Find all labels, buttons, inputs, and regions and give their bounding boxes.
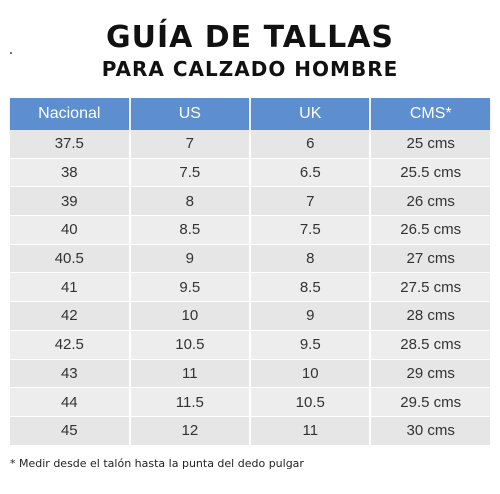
cell-cms: 26 cms [371, 187, 490, 217]
footnote: * Medir desde el talón hasta la punta de… [10, 457, 304, 470]
page-title: GUÍA DE TALLAS [105, 20, 395, 55]
table-row: 37.5 7 6 25 cms [10, 130, 490, 159]
table-row: 39 8 7 26 cms [10, 187, 490, 217]
cell-cms: 28 cms [371, 302, 490, 331]
cell-cms: 30 cms [371, 416, 490, 446]
cell-us: 12 [130, 416, 250, 446]
cell-cms: 29.5 cms [371, 388, 490, 417]
stray-dot [10, 52, 12, 54]
cell-us: 10.5 [130, 330, 250, 360]
cell-uk: 9.5 [251, 330, 370, 360]
cell-uk: 7 [251, 187, 370, 217]
cell-cms: 27 cms [371, 244, 490, 274]
column-header-cms: CMS* [371, 98, 490, 130]
table-row: 40 8.5 7.5 26.5 cms [10, 216, 490, 245]
table-row: 42.5 10.5 9.5 28.5 cms [10, 330, 490, 360]
table-row: 44 11.5 10.5 29.5 cms [10, 388, 490, 417]
cell-uk: 9 [251, 302, 370, 331]
column-header-uk: UK [251, 98, 370, 130]
page-subtitle: PARA CALZADO HOMBRE [101, 57, 399, 81]
cell-nacional: 42 [10, 302, 129, 331]
table-row: 45 12 11 30 cms [10, 416, 490, 446]
cell-uk: 8 [251, 244, 370, 274]
table-row: 40.5 9 8 27 cms [10, 244, 490, 274]
cell-us: 10 [130, 302, 250, 331]
cell-uk: 8.5 [251, 273, 370, 303]
cell-us: 8.5 [130, 216, 250, 245]
cell-us: 11 [130, 359, 250, 389]
cell-nacional: 42.5 [10, 330, 129, 360]
cell-us: 9 [130, 244, 250, 274]
cell-nacional: 40 [10, 216, 129, 245]
cell-us: 7.5 [130, 158, 250, 188]
column-header-nacional: Nacional [10, 98, 129, 130]
table-row: 38 7.5 6.5 25.5 cms [10, 158, 490, 188]
cell-nacional: 43 [10, 359, 129, 389]
cell-nacional: 45 [10, 416, 129, 446]
cell-cms: 27.5 cms [371, 273, 490, 303]
cell-us: 8 [130, 187, 250, 217]
cell-cms: 29 cms [371, 359, 490, 389]
cell-cms: 28.5 cms [371, 330, 490, 360]
cell-nacional: 40.5 [10, 244, 129, 274]
table-header-row: Nacional US UK CMS* [10, 98, 490, 130]
table-body: 37.5 7 6 25 cms 38 7.5 6.5 25.5 cms 39 8… [10, 130, 490, 446]
cell-nacional: 37.5 [10, 130, 129, 159]
column-header-us: US [130, 98, 250, 130]
cell-uk: 7.5 [251, 216, 370, 245]
table-row: 42 10 9 28 cms [10, 302, 490, 331]
cell-nacional: 39 [10, 187, 129, 217]
cell-cms: 25.5 cms [371, 158, 490, 188]
cell-us: 9.5 [130, 273, 250, 303]
cell-nacional: 38 [10, 158, 129, 188]
cell-uk: 6.5 [251, 158, 370, 188]
cell-uk: 6 [251, 130, 370, 159]
cell-nacional: 44 [10, 388, 129, 417]
table-row: 41 9.5 8.5 27.5 cms [10, 273, 490, 303]
table-row: 43 11 10 29 cms [10, 359, 490, 389]
cell-cms: 26.5 cms [371, 216, 490, 245]
cell-us: 7 [130, 130, 250, 159]
cell-cms: 25 cms [371, 130, 490, 159]
cell-us: 11.5 [130, 388, 250, 417]
size-chart-table: Nacional US UK CMS* 37.5 7 6 25 cms 38 7… [8, 98, 492, 446]
cell-uk: 11 [251, 416, 370, 446]
cell-uk: 10 [251, 359, 370, 389]
cell-nacional: 41 [10, 273, 129, 303]
cell-uk: 10.5 [251, 388, 370, 417]
